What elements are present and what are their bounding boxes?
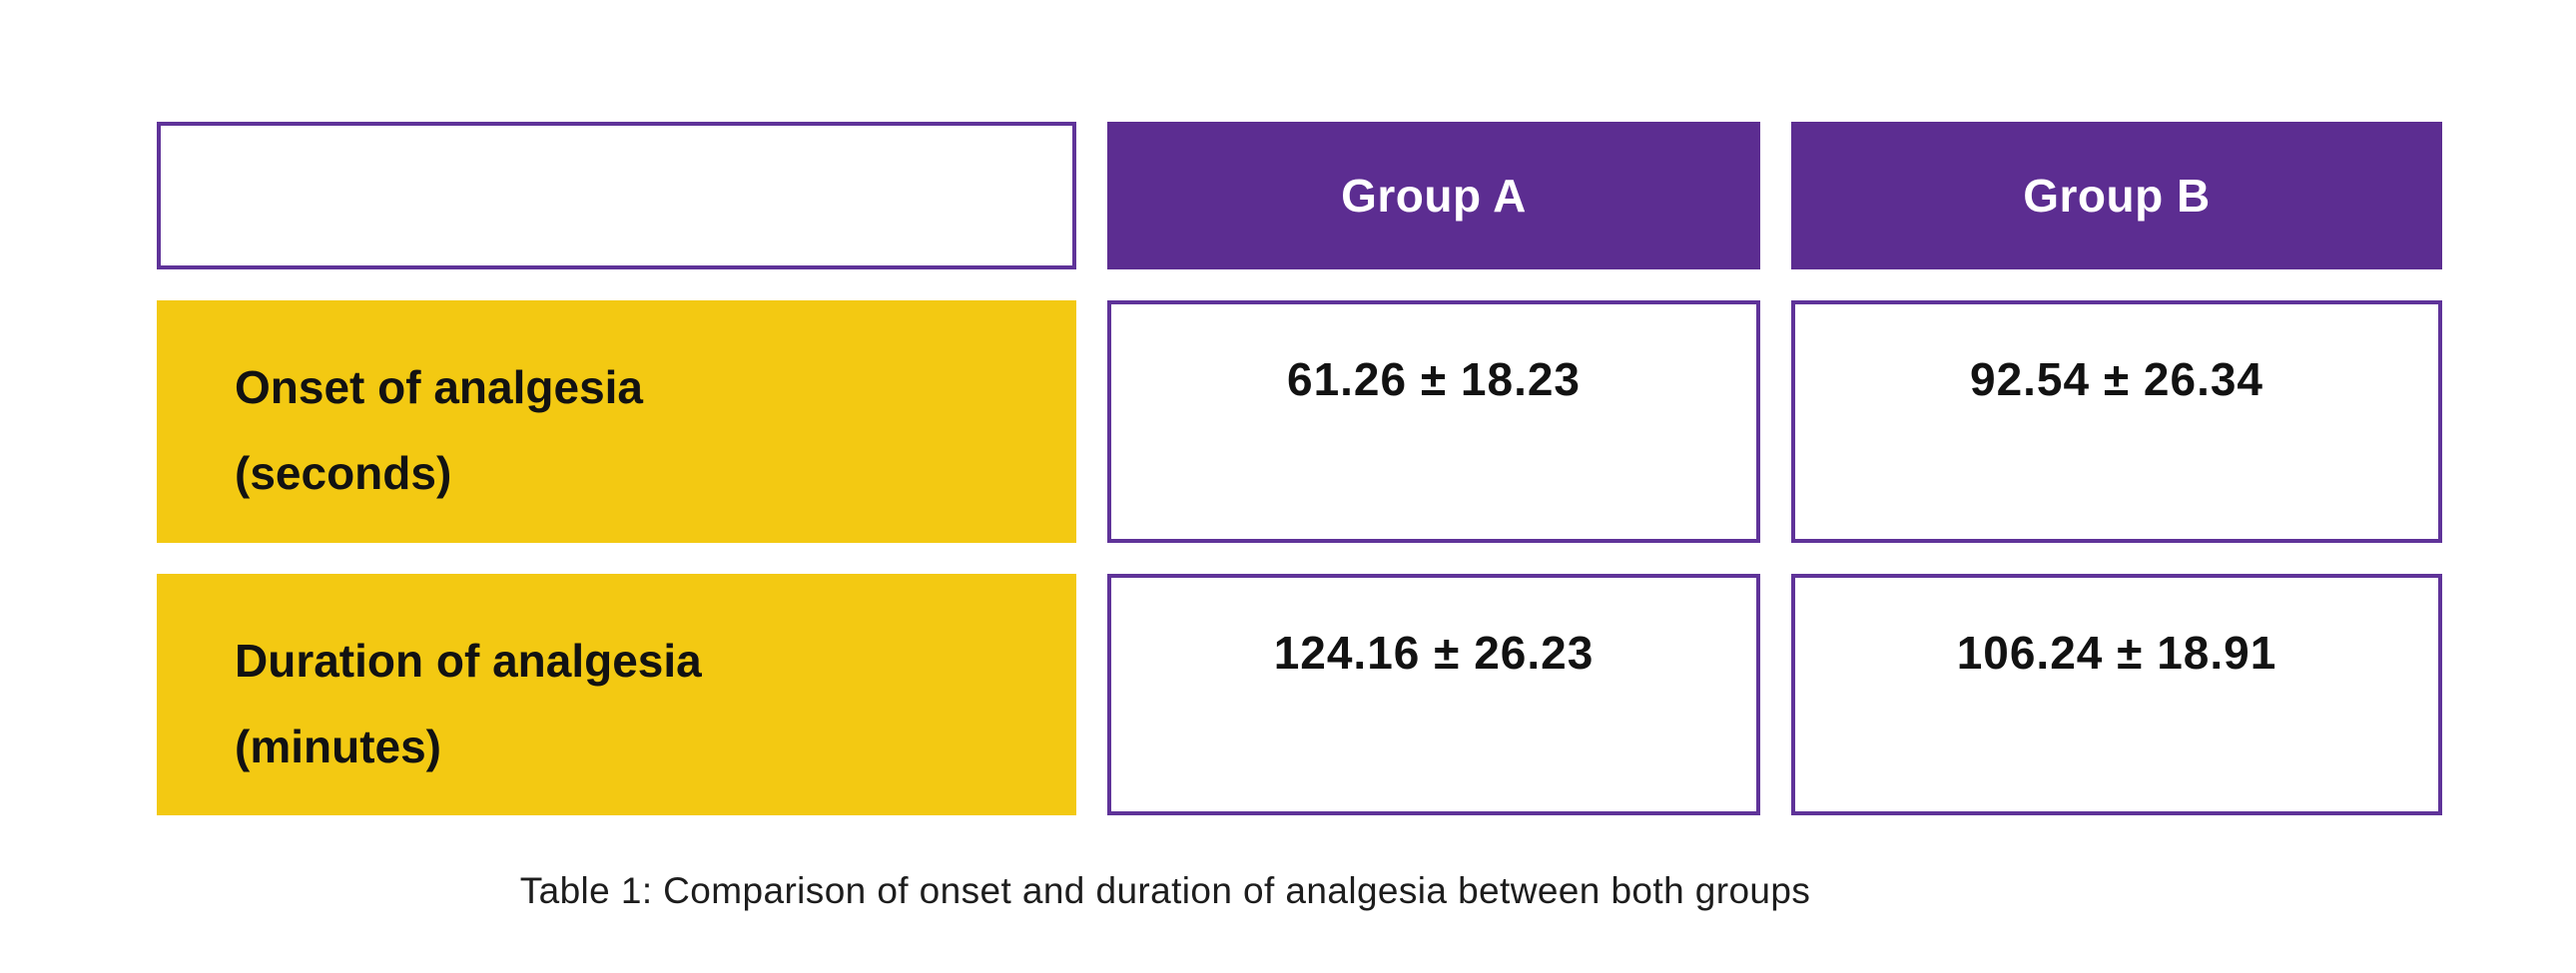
column-header-group-b: Group B [1791,122,2442,269]
value-onset-group-a: 61.26 ± 18.23 [1107,300,1760,543]
column-header-group-a: Group A [1107,122,1760,269]
value-duration-group-a: 124.16 ± 26.23 [1107,574,1760,815]
row-header-duration-unit: (minutes) [235,721,441,772]
row-header-onset-label: Onset of analgesia [235,361,644,413]
row-header-onset-unit: (seconds) [235,447,452,499]
row-header-duration-label: Duration of analgesia [235,635,702,687]
analgesia-comparison-table: Group A Group B Onset of analgesia (seco… [157,122,2442,815]
value-onset-group-b: 92.54 ± 26.34 [1791,300,2442,543]
table-caption: Table 1: Comparison of onset and duratio… [519,870,1811,911]
row-header-onset: Onset of analgesia (seconds) [157,300,1076,543]
value-duration-group-b: 106.24 ± 18.91 [1791,574,2442,815]
row-header-duration: Duration of analgesia (minutes) [157,574,1076,815]
corner-empty-cell [157,122,1076,269]
